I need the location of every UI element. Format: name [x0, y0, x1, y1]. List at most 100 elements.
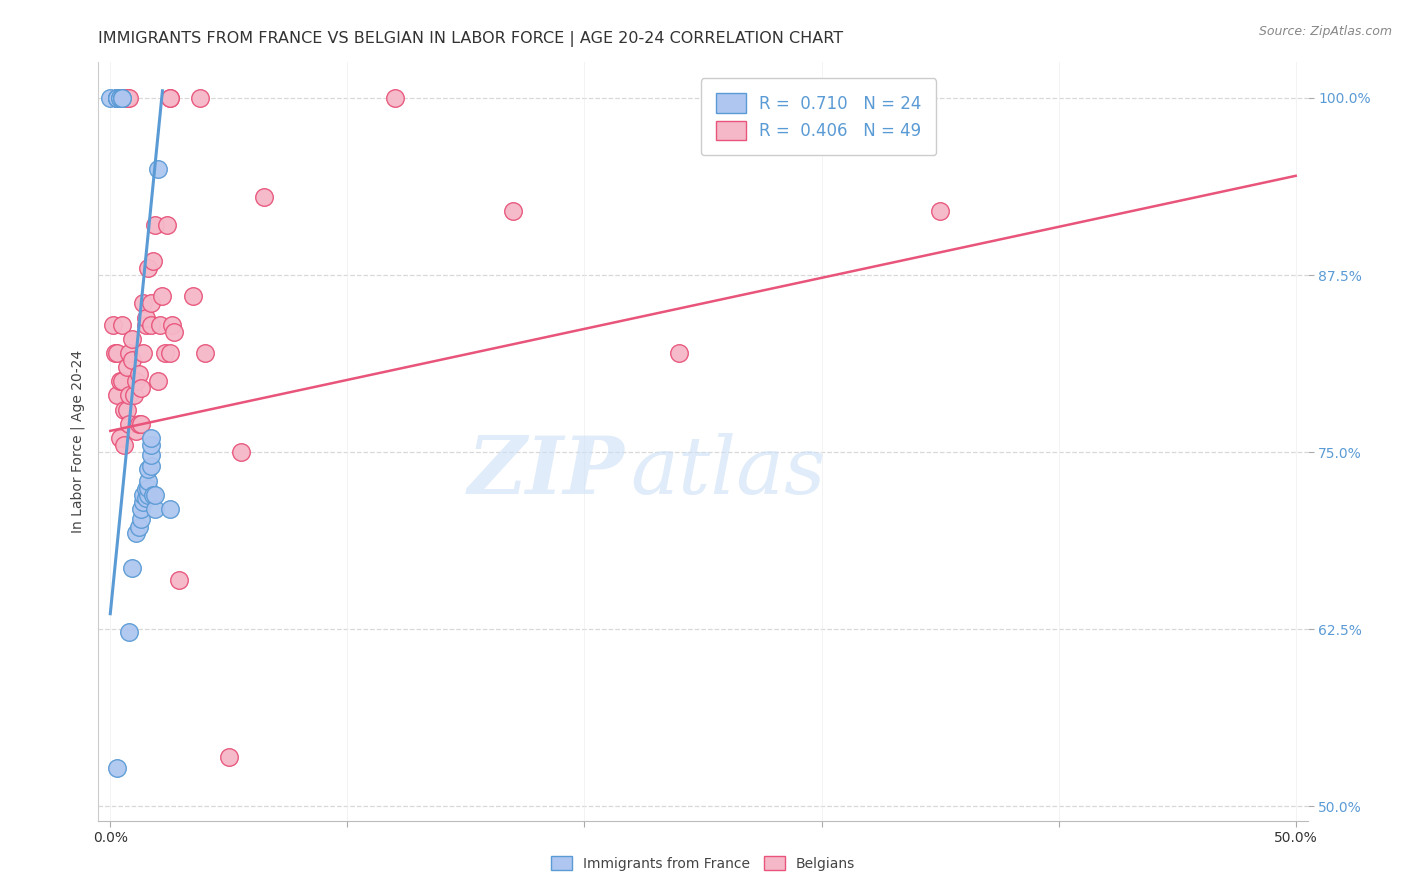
Point — [229, 445, 252, 459]
Point — [111, 91, 134, 105]
Point — [159, 91, 181, 105]
Point — [118, 417, 141, 431]
Point — [384, 91, 406, 105]
Point — [159, 91, 181, 105]
Point — [159, 346, 181, 360]
Point — [139, 296, 162, 310]
Point — [132, 488, 155, 502]
Point — [143, 501, 166, 516]
Point — [118, 91, 141, 105]
Text: Source: ZipAtlas.com: Source: ZipAtlas.com — [1258, 25, 1392, 38]
Point — [135, 318, 157, 332]
Legend: R =  0.710   N = 24, R =  0.406   N = 49: R = 0.710 N = 24, R = 0.406 N = 49 — [700, 78, 936, 155]
Point — [181, 289, 204, 303]
Point — [135, 310, 157, 325]
Point — [129, 512, 152, 526]
Point — [114, 438, 136, 452]
Point — [929, 204, 952, 219]
Point — [136, 462, 159, 476]
Point — [668, 346, 690, 360]
Point — [108, 374, 131, 388]
Point — [105, 346, 128, 360]
Point — [146, 374, 169, 388]
Point — [98, 91, 121, 105]
Point — [104, 346, 127, 360]
Point — [152, 289, 174, 303]
Point — [160, 318, 183, 332]
Point — [105, 91, 128, 105]
Point — [121, 353, 143, 368]
Point — [132, 296, 155, 310]
Point — [139, 448, 162, 462]
Point — [194, 346, 217, 360]
Point — [105, 388, 128, 402]
Text: IMMIGRANTS FROM FRANCE VS BELGIAN IN LABOR FORCE | AGE 20-24 CORRELATION CHART: IMMIGRANTS FROM FRANCE VS BELGIAN IN LAB… — [98, 31, 844, 47]
Point — [118, 625, 141, 640]
Point — [132, 346, 155, 360]
Point — [136, 488, 159, 502]
Y-axis label: In Labor Force | Age 20-24: In Labor Force | Age 20-24 — [70, 350, 84, 533]
Point — [125, 374, 148, 388]
Point — [125, 424, 148, 438]
Point — [156, 219, 179, 233]
Point — [149, 318, 172, 332]
Point — [122, 388, 145, 402]
Point — [105, 91, 128, 105]
Point — [143, 219, 166, 233]
Point — [142, 488, 165, 502]
Text: ZIP: ZIP — [468, 434, 624, 510]
Point — [115, 91, 138, 105]
Point — [153, 346, 176, 360]
Point — [135, 482, 157, 496]
Point — [502, 204, 524, 219]
Point — [101, 318, 124, 332]
Point — [108, 431, 131, 445]
Point — [139, 438, 162, 452]
Point — [129, 501, 152, 516]
Point — [142, 253, 165, 268]
Text: atlas: atlas — [630, 434, 825, 510]
Point — [135, 491, 157, 505]
Point — [105, 91, 128, 105]
Point — [108, 91, 131, 105]
Point — [253, 190, 276, 204]
Point — [139, 431, 162, 445]
Point — [128, 417, 150, 431]
Point — [139, 318, 162, 332]
Point — [143, 488, 166, 502]
Point — [159, 501, 181, 516]
Point — [111, 318, 134, 332]
Point — [136, 474, 159, 488]
Point — [115, 91, 138, 105]
Point — [146, 161, 169, 176]
Point — [118, 346, 141, 360]
Point — [190, 91, 212, 105]
Point — [108, 91, 131, 105]
Legend: Immigrants from France, Belgians: Immigrants from France, Belgians — [546, 850, 860, 876]
Point — [139, 459, 162, 474]
Point — [129, 381, 152, 395]
Point — [136, 481, 159, 495]
Point — [105, 91, 128, 105]
Point — [111, 374, 134, 388]
Point — [105, 91, 128, 105]
Point — [163, 325, 186, 339]
Point — [105, 91, 128, 105]
Point — [129, 417, 152, 431]
Point — [136, 260, 159, 275]
Point — [115, 360, 138, 375]
Point — [114, 402, 136, 417]
Point — [167, 573, 190, 587]
Point — [105, 91, 128, 105]
Point — [118, 388, 141, 402]
Point — [105, 761, 128, 775]
Point — [111, 91, 134, 105]
Point — [121, 561, 143, 575]
Point — [128, 520, 150, 534]
Point — [132, 495, 155, 509]
Point — [218, 750, 240, 764]
Point — [125, 525, 148, 540]
Point — [128, 368, 150, 382]
Point — [121, 332, 143, 346]
Point — [115, 402, 138, 417]
